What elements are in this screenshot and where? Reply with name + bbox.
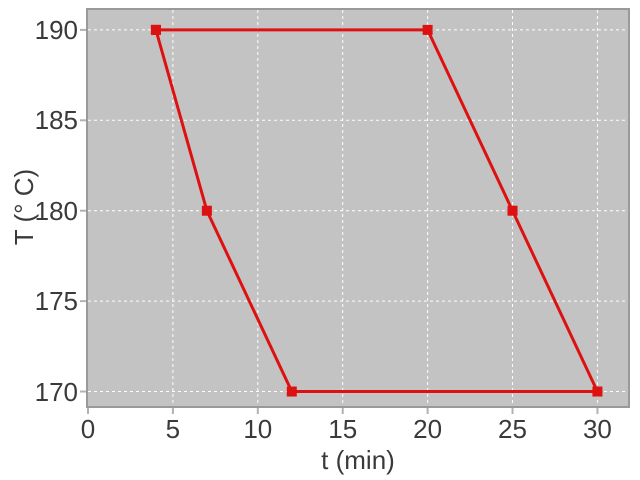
y-tick-label: 175	[34, 286, 78, 317]
data-point-marker	[507, 205, 518, 216]
plot-background	[87, 9, 629, 407]
data-point-marker	[286, 386, 297, 397]
y-tick-label: 190	[34, 14, 78, 45]
data-point-marker	[592, 386, 603, 397]
x-tick-label: 20	[413, 414, 443, 444]
plot-frame	[86, 8, 630, 408]
x-tick-label: 25	[498, 414, 527, 444]
y-tick-label: 180	[34, 195, 78, 226]
y-tick-label: 170	[34, 376, 78, 407]
data-point-marker	[150, 24, 161, 35]
data-point-marker	[201, 205, 212, 216]
x-axis-title: t (min)	[321, 445, 395, 475]
x-tick-label: 5	[165, 414, 181, 444]
data-point-marker	[422, 24, 433, 35]
x-tick-label: 0	[80, 414, 96, 444]
x-tick-label: 15	[328, 414, 358, 444]
y-tick-label: 185	[34, 105, 78, 136]
x-tick-label: 10	[243, 414, 273, 444]
x-tick-label: 30	[582, 414, 612, 444]
